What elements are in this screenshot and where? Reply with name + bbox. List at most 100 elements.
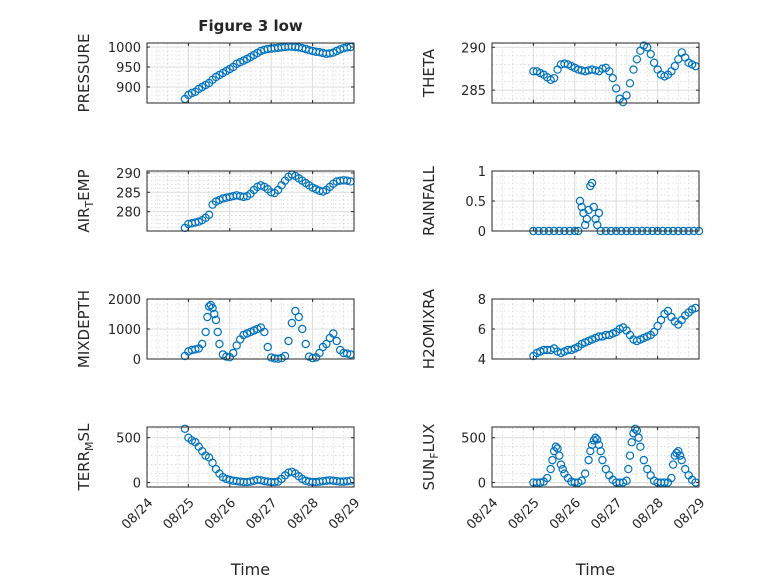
- data-point: [639, 455, 649, 465]
- data-point: [589, 202, 598, 212]
- data-point: [280, 351, 290, 361]
- data-point: [646, 49, 655, 59]
- data-point: [556, 460, 566, 469]
- data-point: [670, 61, 680, 71]
- data-point: [215, 339, 224, 349]
- data-point: [675, 451, 685, 460]
- data-point: [208, 458, 217, 468]
- terr-msl-ylabel: TERRMSL: [75, 423, 96, 492]
- sun-flux-series: [529, 424, 700, 487]
- data-point: [591, 214, 600, 224]
- air-temp-ylabel: AIRTEMP: [75, 169, 96, 232]
- sun-flux-frame: [491, 426, 700, 488]
- sun-flux-panel: 0 500 08/24 08/25 08/26 08/27 08/28 08/29 SUNFLU…: [420, 424, 708, 579]
- pressure-panel: 900 950 1000 PRESSURE Figure 3 low: [75, 17, 355, 112]
- data-point: [287, 318, 297, 328]
- y-tick-label: 1: [478, 165, 486, 180]
- data-point: [625, 79, 635, 88]
- data-point: [191, 345, 200, 354]
- data-point: [342, 476, 352, 486]
- data-point: [229, 348, 238, 358]
- y-tick-label: 290: [116, 167, 141, 182]
- data-point: [204, 210, 214, 219]
- data-point: [543, 473, 552, 483]
- data-point: [260, 327, 269, 337]
- data-point: [294, 312, 303, 322]
- data-point: [329, 329, 338, 338]
- theta-frame: [491, 42, 700, 104]
- y-tick-label: 1000: [108, 41, 141, 56]
- data-point: [284, 336, 293, 346]
- data-point: [546, 464, 555, 474]
- y-tick-label: 1000: [108, 323, 141, 338]
- data-point: [213, 327, 222, 337]
- data-point: [536, 478, 545, 487]
- data-point: [187, 88, 197, 98]
- air-temp-panel: 280 285 290 AIRTEMP: [75, 167, 355, 233]
- y-tick-label: 0.5: [465, 195, 486, 210]
- data-point: [649, 58, 659, 67]
- y-tick-label: 4: [478, 353, 486, 368]
- x-tick-label: 08/24: [119, 496, 156, 533]
- data-point: [598, 455, 607, 465]
- data-point: [625, 451, 635, 460]
- data-point: [596, 446, 605, 456]
- mixdepth-panel: 0 1000 2000 MIXDEPTH: [75, 290, 355, 368]
- pressure-frame: [146, 42, 355, 104]
- data-point: [624, 464, 633, 474]
- data-point: [577, 202, 586, 212]
- data-point: [555, 451, 564, 460]
- data-point: [210, 309, 219, 319]
- x-tick-label: 08/29: [326, 496, 363, 533]
- x-tick-label: 08/26: [547, 496, 584, 533]
- air-temp-series: [180, 170, 355, 233]
- data-point: [667, 473, 676, 483]
- data-point: [208, 303, 217, 313]
- chart-title: Figure 3 low: [198, 17, 303, 35]
- data-point: [629, 65, 638, 74]
- data-point: [643, 464, 652, 474]
- x-tick-label: 08/29: [671, 496, 708, 533]
- data-point: [627, 438, 636, 447]
- data-point: [634, 433, 643, 442]
- data-point: [315, 348, 324, 358]
- theta-series: [529, 41, 700, 107]
- x-tick-label: 08/27: [588, 496, 625, 533]
- terr-msl-panel: 0 500 08/24 08/25 08/26 08/27 08/28 08/29 TERRMS…: [75, 423, 363, 579]
- rainfall-panel: 0 0.5 1 RAINFALL: [420, 165, 704, 240]
- data-point: [580, 469, 590, 478]
- data-point: [663, 306, 673, 316]
- h2omixra-panel: 4 6 8 H2OMIXRA: [420, 288, 700, 369]
- data-point: [622, 91, 631, 100]
- theta-panel: 285 290 THETA: [420, 41, 700, 107]
- x-tick-label: 08/24: [464, 496, 501, 533]
- data-point: [342, 349, 352, 358]
- data-point: [593, 220, 602, 230]
- data-point: [201, 327, 210, 337]
- data-point: [674, 446, 683, 456]
- y-tick-label: 0: [133, 477, 141, 492]
- sun-flux-xlabel: Time: [575, 560, 615, 579]
- y-tick-label: 500: [461, 432, 486, 447]
- data-point: [593, 435, 602, 444]
- data-point: [549, 73, 559, 83]
- terr-msl-axes: [147, 427, 354, 487]
- x-tick-label: 08/27: [243, 496, 280, 533]
- data-point: [342, 43, 352, 52]
- rainfall-minor-grid: [492, 171, 699, 231]
- y-tick-label: 900: [116, 81, 141, 96]
- x-tick-label: 08/25: [506, 496, 543, 533]
- data-point: [203, 312, 212, 322]
- y-tick-label: 290: [461, 41, 486, 56]
- sun-flux-minor-grid: [492, 427, 699, 487]
- data-point: [291, 306, 300, 316]
- mixdepth-series: [180, 300, 355, 363]
- air-temp-frame: [146, 170, 355, 232]
- data-point: [548, 455, 557, 465]
- data-point: [608, 73, 617, 83]
- data-point: [332, 336, 341, 346]
- x-tick-label: 08/28: [285, 496, 322, 533]
- y-tick-label: 280: [116, 206, 141, 221]
- y-tick-label: 500: [116, 432, 141, 447]
- y-tick-label: 285: [116, 186, 141, 201]
